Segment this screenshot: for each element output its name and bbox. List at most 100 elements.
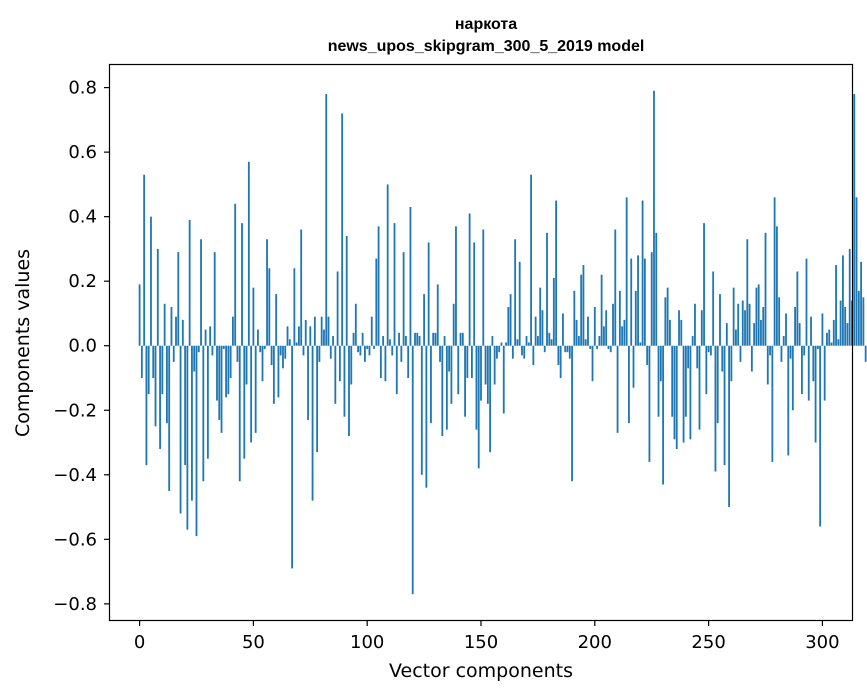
bar (188, 219, 191, 346)
bar (846, 323, 849, 346)
bar (366, 345, 369, 349)
bar (218, 345, 221, 420)
bar (659, 345, 662, 382)
bar (295, 342, 298, 346)
bar (719, 294, 721, 346)
bar (320, 316, 323, 346)
bar (418, 336, 421, 346)
bar (247, 161, 250, 346)
bar (241, 223, 243, 346)
bar (448, 345, 451, 372)
bar (609, 345, 612, 353)
bar (555, 200, 558, 346)
bar (334, 345, 337, 404)
bar (420, 345, 423, 475)
bar (364, 345, 366, 362)
bar (787, 345, 790, 456)
bar (416, 332, 419, 346)
bar (577, 336, 580, 346)
bar (432, 332, 435, 346)
bar (434, 332, 437, 346)
bar (352, 332, 355, 346)
bar (423, 294, 426, 346)
bar (425, 345, 428, 488)
bar (325, 94, 328, 346)
bar (778, 297, 781, 346)
bar (548, 332, 551, 346)
bar (712, 271, 715, 346)
bar (200, 239, 202, 346)
bar (445, 345, 448, 430)
bar (662, 345, 664, 485)
bar (639, 342, 642, 346)
bar (630, 258, 633, 346)
bar (209, 326, 212, 346)
bar (152, 345, 155, 378)
bar (220, 345, 223, 433)
bar (634, 290, 637, 346)
bar (705, 345, 708, 395)
bar (514, 239, 517, 346)
y-tick-label: 0.0 (68, 336, 97, 357)
bar (737, 303, 740, 346)
bar (275, 294, 278, 346)
bar (725, 323, 728, 346)
bar (566, 345, 569, 353)
bar (857, 290, 860, 346)
bar (507, 307, 510, 346)
bar (671, 345, 674, 417)
y-tick-label: −0.8 (53, 594, 97, 615)
bar (195, 345, 198, 537)
bar (461, 332, 464, 346)
bar (407, 345, 410, 378)
bar (562, 313, 564, 346)
bar (575, 319, 578, 346)
bar (735, 329, 737, 346)
bar (459, 332, 462, 346)
bar (687, 345, 690, 369)
bar (655, 232, 658, 346)
bar (300, 229, 303, 346)
bar (853, 94, 856, 346)
bar (500, 342, 503, 346)
bar (414, 332, 416, 346)
bar (564, 345, 567, 353)
bar (268, 268, 271, 346)
bar (584, 339, 587, 346)
bar (803, 345, 806, 356)
bar (810, 316, 812, 346)
bar (318, 345, 321, 362)
bar (716, 345, 719, 424)
bar (398, 332, 400, 346)
bar (780, 345, 783, 362)
bar (156, 248, 159, 346)
bar (348, 345, 350, 437)
bar (191, 345, 193, 501)
bar (386, 184, 389, 346)
bar (614, 229, 617, 346)
bar (206, 345, 209, 459)
bar (698, 345, 701, 430)
bar (596, 345, 598, 349)
bar (302, 345, 305, 356)
bar (521, 345, 523, 356)
bar (213, 252, 216, 346)
x-tick-label: 300 (805, 632, 839, 653)
bar (373, 345, 375, 349)
bar (653, 90, 655, 346)
bar (184, 345, 187, 466)
bar (709, 345, 712, 356)
bar (384, 345, 387, 382)
bar (673, 345, 676, 440)
bar (170, 307, 173, 346)
bar (628, 345, 630, 424)
y-axis-ticks: −0.8 −0.6 −0.4 −0.2 0.0 0.2 0.4 0.6 0.8 (53, 78, 110, 615)
bar (341, 113, 344, 346)
y-tick-label: 0.8 (68, 78, 97, 99)
bar (603, 326, 605, 346)
bar (309, 326, 312, 346)
bar (293, 268, 296, 346)
bar (700, 310, 703, 346)
bar (789, 345, 792, 359)
bar (291, 345, 293, 569)
